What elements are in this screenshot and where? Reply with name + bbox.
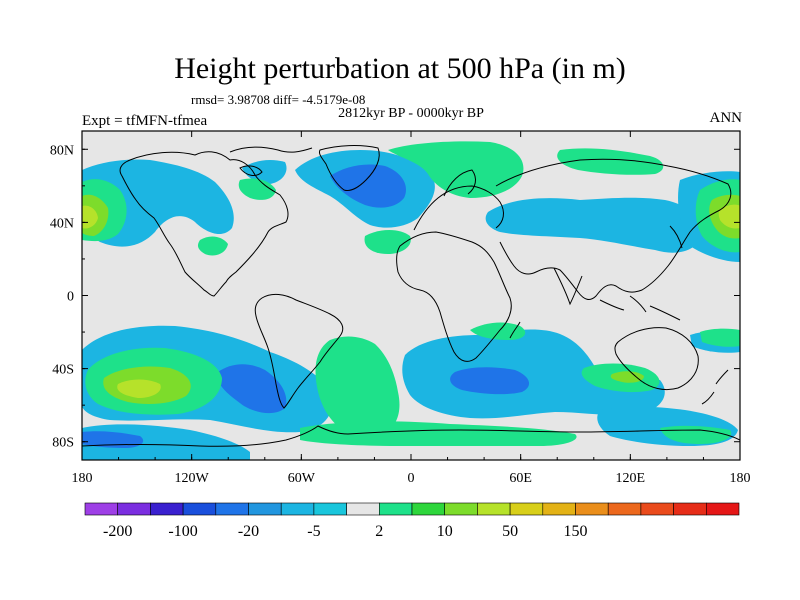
coastline [396, 231, 512, 362]
contour-region [117, 379, 161, 398]
coastline [82, 425, 740, 447]
contour-region [197, 236, 228, 256]
contour-region [485, 197, 701, 253]
x-tick-label: 120E [616, 471, 646, 486]
coastline [669, 225, 683, 249]
colorbar-box [346, 502, 380, 516]
coastlines [82, 145, 740, 447]
coastline [319, 145, 380, 191]
x-tick-label: 0 [408, 471, 415, 486]
coastline [413, 185, 504, 231]
colorbar-box [378, 502, 413, 516]
colorbar-box [705, 502, 740, 516]
coastline [495, 158, 732, 300]
colorbar-box [215, 502, 249, 516]
contour-region [557, 148, 664, 175]
coastline [254, 293, 344, 409]
colorbar-box [640, 502, 674, 516]
coastline [614, 327, 699, 391]
colorbar-label: 10 [437, 523, 453, 540]
period-label: 2812kyr BP - 0000kyr BP [338, 106, 484, 121]
coastline [509, 321, 521, 339]
contour-region [450, 367, 530, 395]
contour-region [300, 421, 577, 446]
coastline [443, 169, 476, 197]
colorbar-box [477, 502, 511, 516]
y-tick-label: 0 [67, 290, 74, 305]
contour-region [330, 164, 406, 208]
x-tick-label: 180 [72, 471, 93, 486]
colorbar-label: 150 [564, 523, 588, 540]
x-tick-label: 120W [175, 471, 210, 486]
contour-region [238, 178, 276, 200]
contour-region [388, 141, 524, 198]
colorbar-box [248, 502, 282, 516]
y-tick-label: 40S [52, 363, 74, 378]
coastline [701, 369, 729, 405]
coastline [239, 165, 263, 176]
contour-fields [82, 141, 740, 460]
chart-title: Height perturbation at 500 hPa (in m) [174, 52, 626, 85]
contour-region [700, 328, 740, 347]
colorbar-box [509, 502, 544, 516]
season-label: ANN [709, 110, 743, 126]
colorbar-label: -20 [238, 523, 259, 540]
y-tick-label: 80S [52, 436, 74, 451]
stats-line: rmsd= 3.98708 diff= -4.5179e-08 [191, 92, 366, 107]
contour-region [217, 364, 287, 414]
coastline [553, 267, 583, 306]
colorbar-label: -5 [307, 523, 320, 540]
colorbar-label: -100 [168, 523, 197, 540]
colorbar-box [280, 502, 315, 516]
colorbar-box [575, 502, 609, 516]
coastline [649, 305, 681, 321]
colorbar-label: 2 [375, 523, 383, 540]
colorbar-box [117, 502, 151, 516]
contour-region [610, 371, 644, 383]
colorbar-box [84, 502, 119, 516]
colorbar-box [150, 502, 184, 516]
y-tick-label: 80N [50, 143, 74, 158]
colorbar-label: 50 [502, 523, 518, 540]
colorbar: -200 -100 -20 -5 2 10 50 150 [84, 502, 740, 540]
colorbar-box [673, 502, 707, 516]
colorbar-label: -200 [103, 523, 132, 540]
coastline [599, 299, 625, 311]
coastline [229, 146, 313, 153]
x-tick-label: 180 [730, 471, 751, 486]
colorbar-box [411, 502, 446, 516]
contour-region [315, 336, 400, 435]
coastline [119, 151, 289, 297]
experiment-label: Expt = tfMFN-tfmea [82, 113, 208, 129]
colorbar-box [313, 502, 347, 516]
y-tick-label: 40N [50, 216, 74, 231]
contour-region [82, 431, 144, 448]
colorbar-box [182, 502, 217, 516]
colorbar-box [444, 502, 478, 516]
axes: 180 120W 60W 0 60E 120E 180 80N 40N 0 40S 80S [50, 131, 751, 486]
contour-region [402, 329, 665, 419]
colorbar-box [607, 502, 642, 516]
colorbar-box [542, 502, 576, 516]
coastline [629, 295, 647, 313]
x-tick-label: 60E [509, 471, 532, 486]
x-tick-label: 60W [288, 471, 316, 486]
